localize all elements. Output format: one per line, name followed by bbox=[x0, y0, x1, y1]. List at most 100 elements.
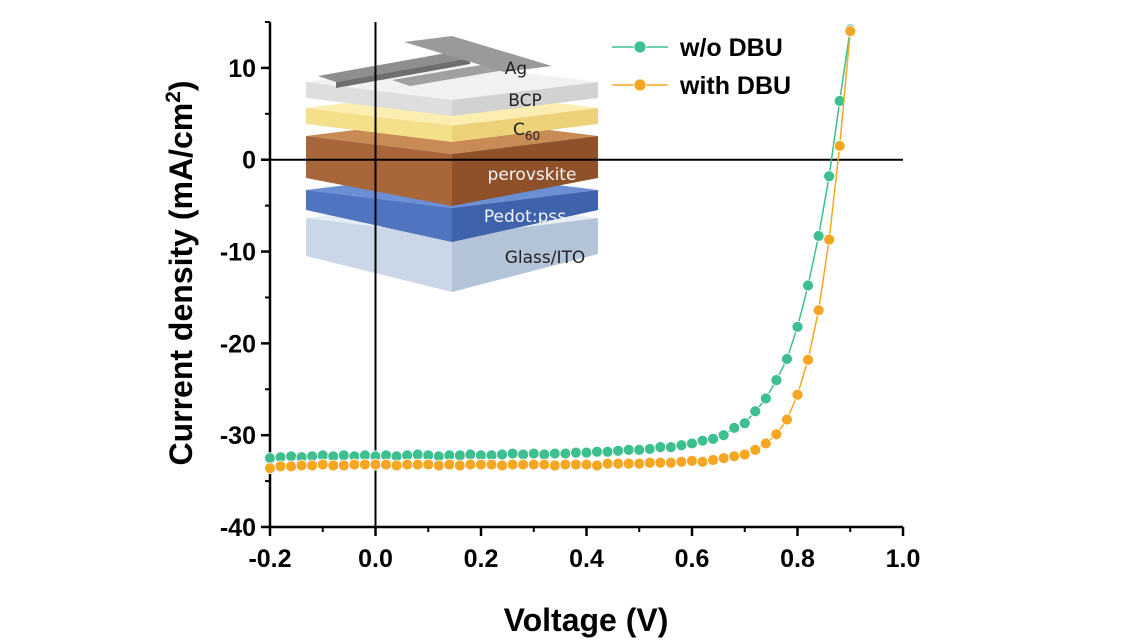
y-tick-label: 10 bbox=[228, 55, 256, 83]
data-point bbox=[696, 434, 709, 447]
data-point bbox=[580, 446, 593, 459]
y-tick-label: 0 bbox=[242, 147, 256, 175]
data-point bbox=[496, 448, 509, 461]
data-point bbox=[686, 437, 698, 450]
data-point bbox=[422, 458, 435, 471]
data-point bbox=[707, 432, 719, 445]
legend-label: with DBU bbox=[679, 72, 791, 100]
legend: w/o DBU with DBU bbox=[612, 34, 791, 100]
data-point bbox=[844, 25, 857, 38]
x-tick-label: 0.2 bbox=[464, 545, 499, 573]
data-point bbox=[453, 459, 466, 472]
x-tick-label: 0.4 bbox=[569, 545, 604, 573]
data-point bbox=[728, 450, 741, 463]
data-point bbox=[654, 441, 667, 454]
data-point bbox=[274, 460, 287, 473]
data-point bbox=[601, 445, 614, 458]
data-point bbox=[612, 444, 625, 457]
x-tick-label: 0.6 bbox=[675, 545, 710, 573]
data-point bbox=[738, 448, 751, 461]
data-point bbox=[728, 421, 741, 434]
data-point bbox=[570, 458, 582, 471]
layer-label-bcp: BCP bbox=[508, 91, 542, 111]
y-axis-title: Current density (mA/cm2) bbox=[162, 80, 199, 465]
x-tick-label: 0.0 bbox=[358, 545, 393, 573]
data-point bbox=[580, 458, 593, 471]
data-point bbox=[475, 458, 487, 471]
layer-label-glass-ito: Glass/ITO bbox=[505, 248, 586, 268]
data-point bbox=[570, 446, 582, 459]
data-point bbox=[432, 459, 445, 472]
data-point bbox=[791, 320, 804, 333]
y-tick-label: -40 bbox=[220, 514, 256, 542]
data-point bbox=[443, 458, 456, 471]
data-point bbox=[538, 448, 551, 461]
data-point bbox=[633, 457, 646, 470]
y-tick-label: -20 bbox=[220, 330, 256, 358]
data-point bbox=[717, 452, 730, 465]
data-point bbox=[791, 388, 804, 401]
series-layer bbox=[264, 23, 857, 475]
data-point bbox=[717, 429, 730, 442]
data-point bbox=[633, 443, 646, 456]
data-point bbox=[411, 448, 424, 461]
data-point bbox=[348, 458, 361, 471]
legend-swatch-marker bbox=[633, 78, 647, 92]
data-point bbox=[612, 457, 625, 470]
data-point bbox=[264, 462, 276, 475]
data-point bbox=[559, 447, 572, 460]
data-point bbox=[591, 445, 603, 458]
device-stack-inset: Glass/ITO Pedot:pss perovskite C60 BCP A… bbox=[306, 36, 598, 292]
data-point bbox=[327, 459, 340, 472]
x-tick-label: 1.0 bbox=[886, 545, 921, 573]
data-point bbox=[833, 140, 846, 152]
data-point bbox=[665, 441, 677, 454]
data-point bbox=[559, 458, 572, 471]
data-point bbox=[506, 458, 519, 471]
data-point bbox=[337, 459, 350, 472]
data-point bbox=[622, 457, 635, 470]
data-point bbox=[316, 458, 329, 471]
data-point bbox=[812, 304, 825, 317]
data-point bbox=[517, 458, 530, 471]
layer-label-ag: Ag bbox=[505, 59, 527, 79]
data-point bbox=[464, 458, 477, 471]
data-point bbox=[770, 428, 783, 441]
data-point bbox=[390, 459, 403, 472]
data-point bbox=[770, 374, 783, 386]
data-point bbox=[401, 458, 414, 471]
layer-label-c60: C60 bbox=[513, 120, 540, 143]
data-point bbox=[506, 447, 519, 460]
data-point bbox=[833, 95, 846, 107]
legend-swatch-marker bbox=[633, 40, 647, 54]
data-point bbox=[696, 455, 709, 468]
data-point bbox=[738, 417, 751, 430]
data-point bbox=[802, 353, 814, 366]
data-point bbox=[591, 459, 603, 472]
x-axis-title: Voltage (V) bbox=[504, 602, 669, 638]
data-point bbox=[337, 449, 350, 462]
data-point bbox=[517, 448, 530, 461]
data-point bbox=[823, 170, 836, 183]
data-point bbox=[812, 230, 825, 242]
data-point bbox=[686, 454, 698, 467]
data-point bbox=[759, 392, 772, 405]
axes-layer: -0.2 0.0 0.2 0.4 0.6 0.8 1.0 10 0 -10 -20 -30 -40 bbox=[220, 21, 921, 573]
data-point bbox=[306, 459, 319, 472]
data-point bbox=[411, 458, 424, 471]
data-point bbox=[802, 279, 814, 292]
data-point bbox=[380, 458, 392, 471]
data-point bbox=[548, 447, 561, 460]
data-point bbox=[538, 458, 551, 471]
data-point bbox=[453, 449, 466, 462]
data-point bbox=[665, 456, 677, 469]
data-point bbox=[622, 443, 635, 456]
layer-label-perovskite: perovskite bbox=[488, 165, 577, 185]
y-tick-label: -10 bbox=[220, 239, 256, 267]
legend-label: w/o DBU bbox=[679, 34, 783, 62]
data-point bbox=[675, 439, 688, 452]
data-point bbox=[601, 457, 614, 470]
y-tick-label: -30 bbox=[220, 422, 256, 450]
x-tick-label: -0.2 bbox=[248, 545, 291, 573]
